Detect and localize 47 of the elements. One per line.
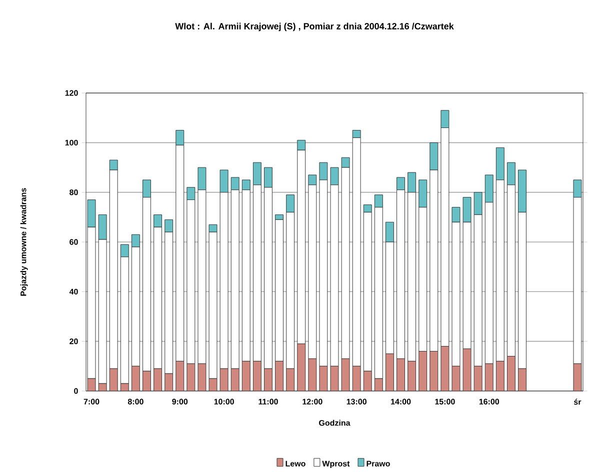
y-tick-label: 100	[65, 140, 78, 146]
bar	[131, 366, 140, 392]
x-tick-label: 14:00	[391, 398, 411, 405]
bar	[109, 368, 118, 392]
y-tick-label: 120	[65, 90, 78, 96]
bar	[154, 368, 162, 392]
chart-title: Wlot : Al. Armii Krajowej (S) , Pomiar z dnia 2004.12.16 /Czwartek	[175, 22, 454, 32]
bar	[385, 354, 394, 392]
x-tick-label: 10:00	[214, 398, 234, 405]
bar	[142, 370, 151, 392]
x-tick-label: 16:00	[479, 398, 500, 405]
bar	[286, 368, 295, 392]
bar	[496, 361, 504, 392]
bar	[518, 368, 526, 392]
bar	[484, 363, 494, 392]
bar	[230, 368, 240, 392]
x-tick-label: 8:00	[128, 398, 144, 405]
bar	[297, 344, 306, 392]
bar	[275, 361, 284, 392]
bar	[506, 356, 516, 392]
x-tick-label: 9:00	[172, 398, 188, 405]
legend-label: Prawo	[366, 460, 390, 467]
bar	[418, 351, 428, 392]
bar	[430, 351, 438, 392]
legend-label: Wprost	[322, 460, 350, 468]
bar	[363, 370, 372, 392]
x-tick-label: 13:00	[346, 398, 366, 405]
legend-label: Lewo	[286, 460, 306, 467]
x-tick-label: 12:00	[302, 398, 322, 405]
y-tick-label: 80	[70, 190, 78, 196]
bar	[396, 358, 405, 392]
bar	[176, 361, 184, 392]
bar	[164, 373, 174, 392]
bar	[264, 368, 272, 392]
bar	[252, 361, 262, 392]
x-tick-label: śr	[574, 398, 582, 405]
y-tick-label: 20	[70, 338, 78, 344]
bar	[408, 361, 416, 392]
x-tick-label: 7:00	[84, 398, 100, 405]
x-axis-title: Godzina	[319, 420, 350, 426]
y-axis-title: Pojazdy umowne / kwadrans	[20, 188, 28, 296]
y-tick-label: 60	[70, 239, 78, 245]
x-tick-label: 15:00	[435, 398, 455, 405]
y-tick-label: 0	[74, 388, 78, 394]
x-tick-label: 11:00	[258, 398, 278, 405]
bar	[242, 361, 250, 392]
y-tick-label: 40	[69, 288, 78, 295]
